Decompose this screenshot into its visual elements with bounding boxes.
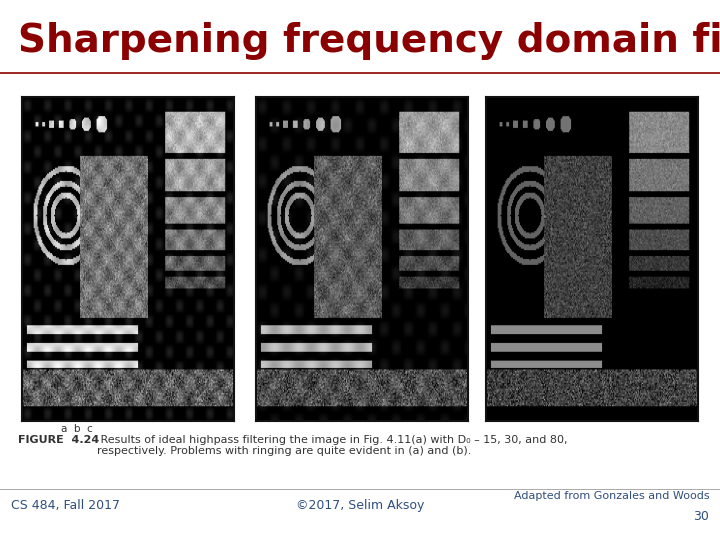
Text: FIGURE  4.24: FIGURE 4.24 bbox=[18, 435, 99, 445]
Text: a  b  c: a b c bbox=[61, 424, 93, 434]
Text: Results of ideal highpass filtering the image in Fig. 4.11(a) with D₀ – 15, 30, : Results of ideal highpass filtering the … bbox=[97, 435, 567, 456]
Text: 30: 30 bbox=[693, 510, 709, 523]
Text: Sharpening frequency domain filters: Sharpening frequency domain filters bbox=[18, 22, 720, 59]
Text: CS 484, Fall 2017: CS 484, Fall 2017 bbox=[11, 500, 120, 512]
Text: Adapted from Gonzales and Woods: Adapted from Gonzales and Woods bbox=[513, 491, 709, 502]
Text: ©2017, Selim Aksoy: ©2017, Selim Aksoy bbox=[296, 500, 424, 512]
